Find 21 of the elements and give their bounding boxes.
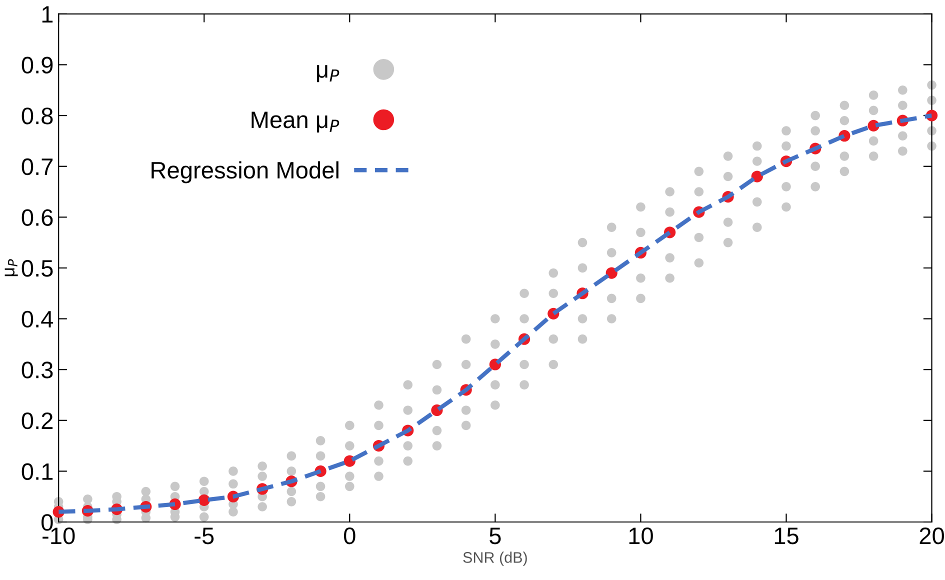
legend-label: μ$_{P}$ [317, 65, 340, 82]
y-tick-label: 0.3 [22, 362, 53, 378]
x-tick-label: 15 [774, 528, 798, 544]
x-tick-label: 0 [344, 527, 356, 544]
y-tick-label: 0.7 [22, 158, 53, 176]
y-tick-label: 0.9 [22, 56, 53, 74]
y-tick-label: 0.6 [22, 209, 53, 226]
x-tick-label: 20 [920, 527, 944, 544]
y-tick-label: 0.1 [22, 463, 53, 480]
y-tick-label: 0.5 [22, 260, 53, 277]
y-tick-label: 0.2 [22, 412, 53, 430]
legend-label: Mean μ$_{P}$ [252, 112, 340, 133]
y-tick-label: 0.8 [22, 108, 53, 124]
x-tick-label: -5 [194, 528, 214, 544]
x-tick-label: 10 [629, 527, 653, 544]
y-tick-label: 0.4 [22, 310, 54, 328]
y-axis-title: μ$_{P}$ [4, 259, 18, 276]
legend-label: Regression Model [152, 161, 338, 184]
x-axis-title: SNR (dB) [463, 552, 527, 566]
x-tick-label: 5 [490, 528, 501, 544]
y-tick-label: 1 [42, 6, 53, 22]
